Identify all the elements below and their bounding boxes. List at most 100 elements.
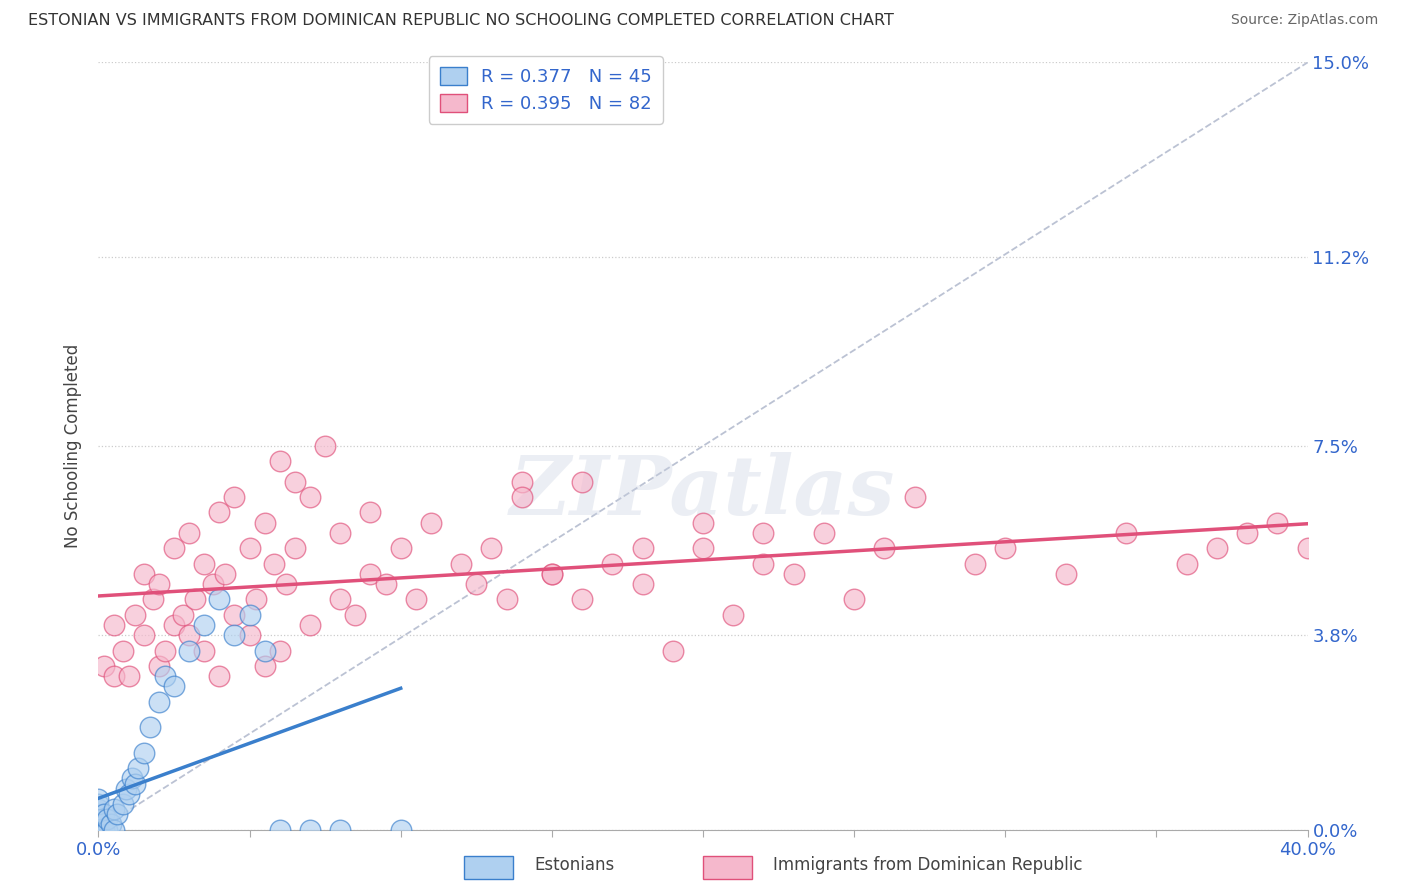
Legend: R = 0.377   N = 45, R = 0.395   N = 82: R = 0.377 N = 45, R = 0.395 N = 82 bbox=[429, 56, 662, 124]
Point bbox=[87, 822, 110, 837]
Point bbox=[132, 566, 155, 581]
Point bbox=[239, 607, 262, 622]
Point bbox=[783, 566, 806, 581]
Point bbox=[87, 822, 110, 837]
Point bbox=[389, 822, 412, 837]
Point bbox=[87, 822, 110, 837]
Point bbox=[360, 566, 382, 581]
Point bbox=[253, 659, 276, 673]
Point bbox=[245, 592, 267, 607]
Point bbox=[87, 792, 110, 806]
Point bbox=[208, 506, 231, 520]
Point bbox=[103, 669, 125, 683]
Point bbox=[631, 577, 654, 591]
Point bbox=[873, 541, 896, 556]
Point bbox=[208, 669, 231, 683]
Point bbox=[510, 490, 533, 504]
Point bbox=[571, 592, 593, 607]
Point bbox=[96, 813, 118, 827]
Point bbox=[299, 618, 322, 632]
Point bbox=[208, 592, 231, 607]
Point bbox=[193, 557, 215, 571]
Point bbox=[329, 525, 352, 540]
Point bbox=[344, 607, 367, 622]
Text: Source: ZipAtlas.com: Source: ZipAtlas.com bbox=[1230, 13, 1378, 28]
Point bbox=[723, 607, 745, 622]
Point bbox=[163, 541, 186, 556]
Text: ESTONIAN VS IMMIGRANTS FROM DOMINICAN REPUBLIC NO SCHOOLING COMPLETED CORRELATIO: ESTONIAN VS IMMIGRANTS FROM DOMINICAN RE… bbox=[28, 13, 894, 29]
Point bbox=[96, 822, 118, 837]
Point bbox=[87, 822, 110, 837]
Point bbox=[87, 817, 110, 831]
Point bbox=[813, 525, 835, 540]
Point bbox=[163, 679, 186, 693]
Point bbox=[269, 643, 291, 657]
Point bbox=[253, 516, 276, 530]
Point bbox=[299, 822, 322, 837]
Point bbox=[239, 541, 262, 556]
Point bbox=[193, 643, 215, 657]
Point bbox=[148, 695, 170, 709]
Point bbox=[87, 822, 110, 837]
Point bbox=[87, 822, 110, 837]
Point bbox=[1296, 541, 1319, 556]
Point bbox=[269, 822, 291, 837]
Point bbox=[495, 592, 517, 607]
Point bbox=[274, 577, 297, 591]
Point bbox=[87, 822, 110, 837]
Point bbox=[87, 797, 110, 811]
Point bbox=[224, 607, 246, 622]
Point bbox=[124, 776, 146, 790]
Point bbox=[405, 592, 427, 607]
Point bbox=[571, 475, 593, 489]
Y-axis label: No Schooling Completed: No Schooling Completed bbox=[65, 344, 83, 548]
Point bbox=[121, 772, 143, 786]
Point bbox=[1206, 541, 1229, 556]
Point bbox=[1267, 516, 1289, 530]
Point bbox=[450, 557, 472, 571]
Point bbox=[965, 557, 987, 571]
Point bbox=[214, 566, 236, 581]
Point bbox=[752, 557, 775, 571]
Point bbox=[132, 628, 155, 642]
Point bbox=[179, 525, 201, 540]
Point bbox=[224, 490, 246, 504]
Point bbox=[314, 439, 336, 453]
Point bbox=[1236, 525, 1258, 540]
Point bbox=[202, 577, 225, 591]
Point bbox=[389, 541, 412, 556]
Point bbox=[692, 541, 714, 556]
Point bbox=[360, 506, 382, 520]
Text: ZIPatlas: ZIPatlas bbox=[510, 452, 896, 532]
Point bbox=[148, 577, 170, 591]
Point bbox=[329, 592, 352, 607]
Point bbox=[103, 618, 125, 632]
Point bbox=[142, 592, 165, 607]
Point bbox=[103, 822, 125, 837]
Point bbox=[374, 577, 396, 591]
Point bbox=[481, 541, 503, 556]
Point bbox=[284, 475, 307, 489]
Point bbox=[87, 822, 110, 837]
Point bbox=[179, 643, 201, 657]
Point bbox=[93, 822, 115, 837]
Point bbox=[465, 577, 488, 591]
Point bbox=[269, 454, 291, 468]
Point bbox=[118, 787, 141, 801]
Point bbox=[93, 807, 115, 822]
Point bbox=[118, 669, 141, 683]
Text: Estonians: Estonians bbox=[534, 856, 614, 874]
Point bbox=[179, 628, 201, 642]
Point bbox=[752, 525, 775, 540]
Point bbox=[93, 659, 115, 673]
Point bbox=[299, 490, 322, 504]
Point bbox=[87, 822, 110, 837]
Point bbox=[111, 643, 134, 657]
Point bbox=[87, 802, 110, 816]
Point bbox=[540, 566, 562, 581]
Point bbox=[153, 643, 176, 657]
Point bbox=[284, 541, 307, 556]
Point bbox=[661, 643, 683, 657]
Point bbox=[329, 822, 352, 837]
Point bbox=[1054, 566, 1077, 581]
